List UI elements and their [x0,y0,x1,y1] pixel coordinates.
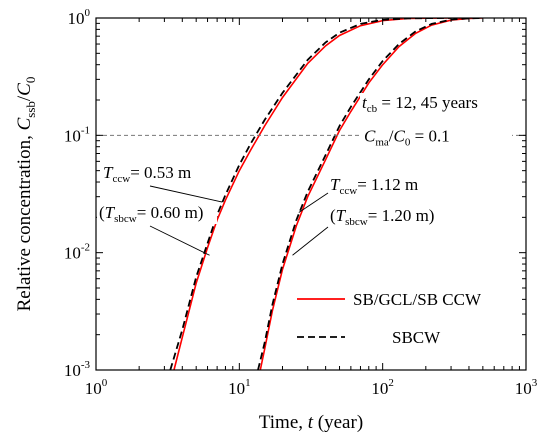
legend-label-0: SB/GCL/SB CCW [353,290,482,309]
x-tick-label-1: 101 [228,377,250,398]
svg-text:Tccw= 0.53 m: Tccw= 0.53 m [103,163,191,185]
y-tick-label-0: 10-3 [64,359,91,380]
series-1-curve-0 [169,18,452,370]
leader-line-1 [149,225,210,256]
leader-line-0 [149,185,223,203]
y-tick-label-2: 10-1 [64,124,90,145]
x-axis-label: Time, t (year) [259,412,363,433]
x-tick-label-3: 103 [515,377,538,398]
annotations-layer: Cma/C0 = 0.1 tcb = 12, 45 years Tccw= 0.53… [97,93,512,256]
annotation-t-ccw-2: Tccw= 1.12 m [328,175,448,197]
leader-line-3 [292,226,329,256]
y-tick-label-1: 10-2 [64,242,90,263]
annotation-t-sbcw-2: (Tsbcw= 1.20 m) [328,206,448,228]
annotation-t-ccw-1: Tccw= 0.53 m [101,163,221,185]
legend: SB/GCL/SB CCW SBCW [297,290,482,347]
reference-line-label: Cma/C0 = 0.1 [360,124,512,148]
x-tick-label-2: 102 [371,377,394,398]
svg-text:(Tsbcw= 0.60 m): (Tsbcw= 0.60 m) [99,203,203,225]
svg-text:tcb = 12, 45 years: tcb = 12, 45 years [362,93,478,115]
x-tick-label-0: 100 [85,377,108,398]
series-1-curve-1 [257,18,483,370]
legend-label-1: SBCW [392,328,441,347]
series-0-curve-1 [259,18,483,370]
annotation-t-cb: tcb = 12, 45 years [360,93,500,115]
svg-text:(Tsbcw= 1.20 m): (Tsbcw= 1.20 m) [330,206,434,228]
svg-text:Tccw= 1.12 m: Tccw= 1.12 m [330,175,418,197]
axes-layer: 100 101 102 103 10-3 10-2 10-1 100 Time, t (year… [14,7,538,433]
y-axis-label: Relative concentration, Cssb/C0 [14,77,38,312]
plot-frame [95,17,527,371]
svg-text:Cma/C0 = 0.1: Cma/C0 = 0.1 [364,126,450,148]
y-tick-label-3: 100 [68,7,91,28]
annotation-t-sbcw-1: (Tsbcw= 0.60 m) [97,203,217,225]
leader-line-2 [298,192,329,213]
